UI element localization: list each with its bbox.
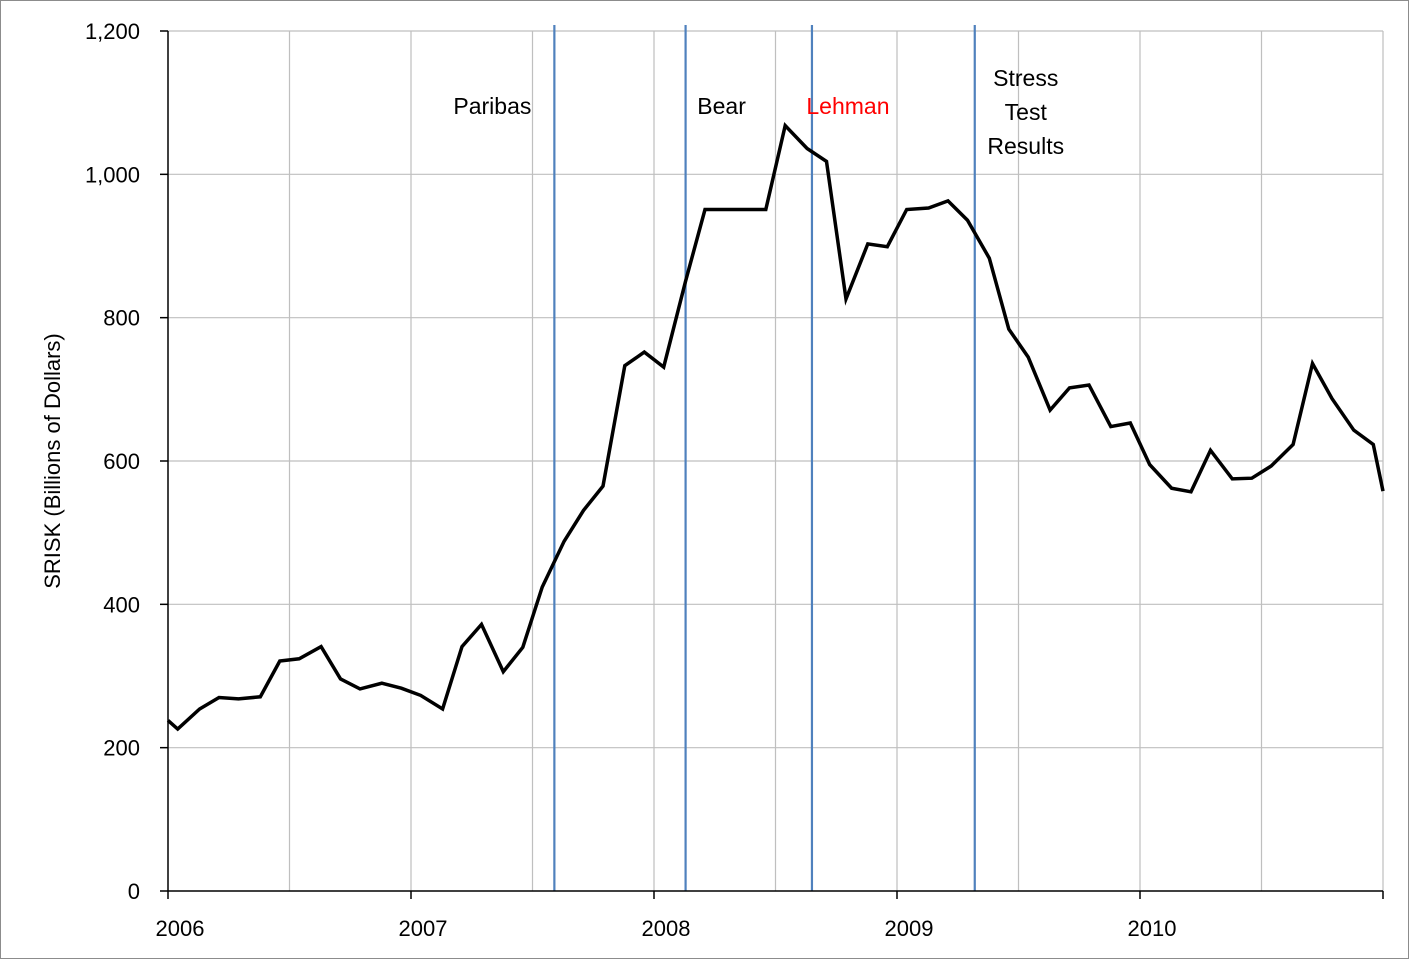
event-annotation: Lehman xyxy=(806,93,889,119)
event-annotation-line: Stress xyxy=(993,65,1058,91)
x-tick-label: 2008 xyxy=(642,916,691,941)
x-tick-label: 2006 xyxy=(156,916,205,941)
x-tick-label: 2007 xyxy=(399,916,448,941)
event-annotation-line: Results xyxy=(987,133,1064,159)
labels: 0 200 400 600 800 1,000 1,200 2006 2007 2008 2009 2… xyxy=(85,19,1177,941)
y-tick-label: 600 xyxy=(103,449,140,474)
event-annotation: Stress Test Results xyxy=(987,65,1064,159)
event-annotation: Bear xyxy=(697,93,746,119)
event-annotation-line: Lehman xyxy=(806,93,889,119)
y-tick-label: 1,000 xyxy=(85,162,140,187)
y-tick-label: 400 xyxy=(103,592,140,617)
event-lines xyxy=(553,25,976,891)
event-annotation-line: Paribas xyxy=(453,93,531,119)
event-annotation: Paribas xyxy=(453,93,531,119)
y-tick-label: 200 xyxy=(103,736,140,761)
event-annotation-line: Test xyxy=(1005,99,1048,125)
x-tick-label: 2010 xyxy=(1128,916,1177,941)
y-axis-label: SRISK (Billions of Dollars) xyxy=(40,333,65,589)
event-annotation-line: Bear xyxy=(697,93,746,119)
y-tick-label: 1,200 xyxy=(85,19,140,44)
axes xyxy=(160,30,1384,899)
y-tick-label: 0 xyxy=(128,879,140,904)
y-tick-label: 800 xyxy=(103,306,140,331)
srisk-series-line xyxy=(166,122,1385,732)
x-tick-label: 2009 xyxy=(885,916,934,941)
series-layer xyxy=(166,122,1385,732)
